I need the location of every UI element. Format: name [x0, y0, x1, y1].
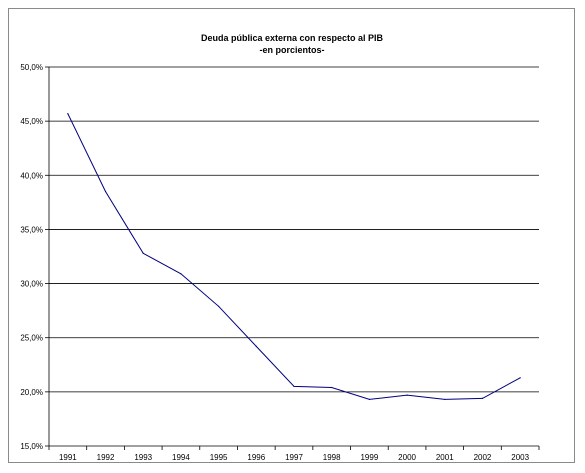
- x-tick-label: 1998: [323, 453, 341, 462]
- x-tick-label: 2001: [436, 453, 454, 462]
- data-point: [142, 252, 144, 254]
- x-tick-label: 2000: [398, 453, 416, 462]
- x-tick-label: 1994: [172, 453, 190, 462]
- x-tick-label: 1991: [59, 453, 77, 462]
- y-tick-label: 45,0%: [20, 117, 43, 126]
- x-tick-label: 1995: [210, 453, 228, 462]
- x-tick-label: 1993: [134, 453, 152, 462]
- data-point: [444, 398, 446, 401]
- data-point: [331, 386, 333, 389]
- data-point: [293, 385, 295, 388]
- y-tick-label: 25,0%: [20, 334, 43, 343]
- axis-layer: [45, 66, 540, 450]
- y-tick-label: 15,0%: [20, 442, 43, 451]
- y-tick-label: 40,0%: [20, 171, 43, 180]
- chart-title: Deuda pública externa con respecto al PI…: [201, 33, 384, 43]
- y-tick-label: 35,0%: [20, 225, 43, 234]
- data-point: [180, 273, 182, 275]
- data-point: [406, 394, 408, 396]
- x-tick-label: 1997: [285, 453, 303, 462]
- data-point: [519, 377, 521, 379]
- x-tick-label: 1992: [97, 453, 115, 462]
- x-tick-label: 2002: [474, 453, 492, 462]
- data-point: [218, 305, 220, 307]
- chart-svg: Deuda pública externa con respecto al PI…: [20, 33, 540, 462]
- label-layer: 15,0% 20,0% 25,0% 30,0% 35,0% 40,0% 45,0% 50,0%…: [20, 63, 529, 462]
- x-tick-label: 1999: [360, 453, 378, 462]
- data-point: [368, 398, 370, 401]
- data-point: [104, 190, 107, 193]
- chart-frame: Deuda pública externa con respecto al PI…: [8, 8, 575, 463]
- data-point: [481, 397, 484, 399]
- series-layer: [67, 112, 521, 401]
- y-tick-label: 30,0%: [20, 280, 43, 289]
- grid-layer: [49, 66, 539, 393]
- data-point: [67, 112, 69, 115]
- y-tick-label: 20,0%: [20, 388, 43, 397]
- x-tick-label: 2003: [511, 453, 529, 462]
- series-line: [67, 113, 521, 400]
- y-tick-label: 50,0%: [20, 63, 43, 72]
- chart-subtitle: -en porcientos-: [259, 45, 324, 55]
- data-point: [255, 345, 257, 347]
- x-tick-label: 1996: [247, 453, 265, 462]
